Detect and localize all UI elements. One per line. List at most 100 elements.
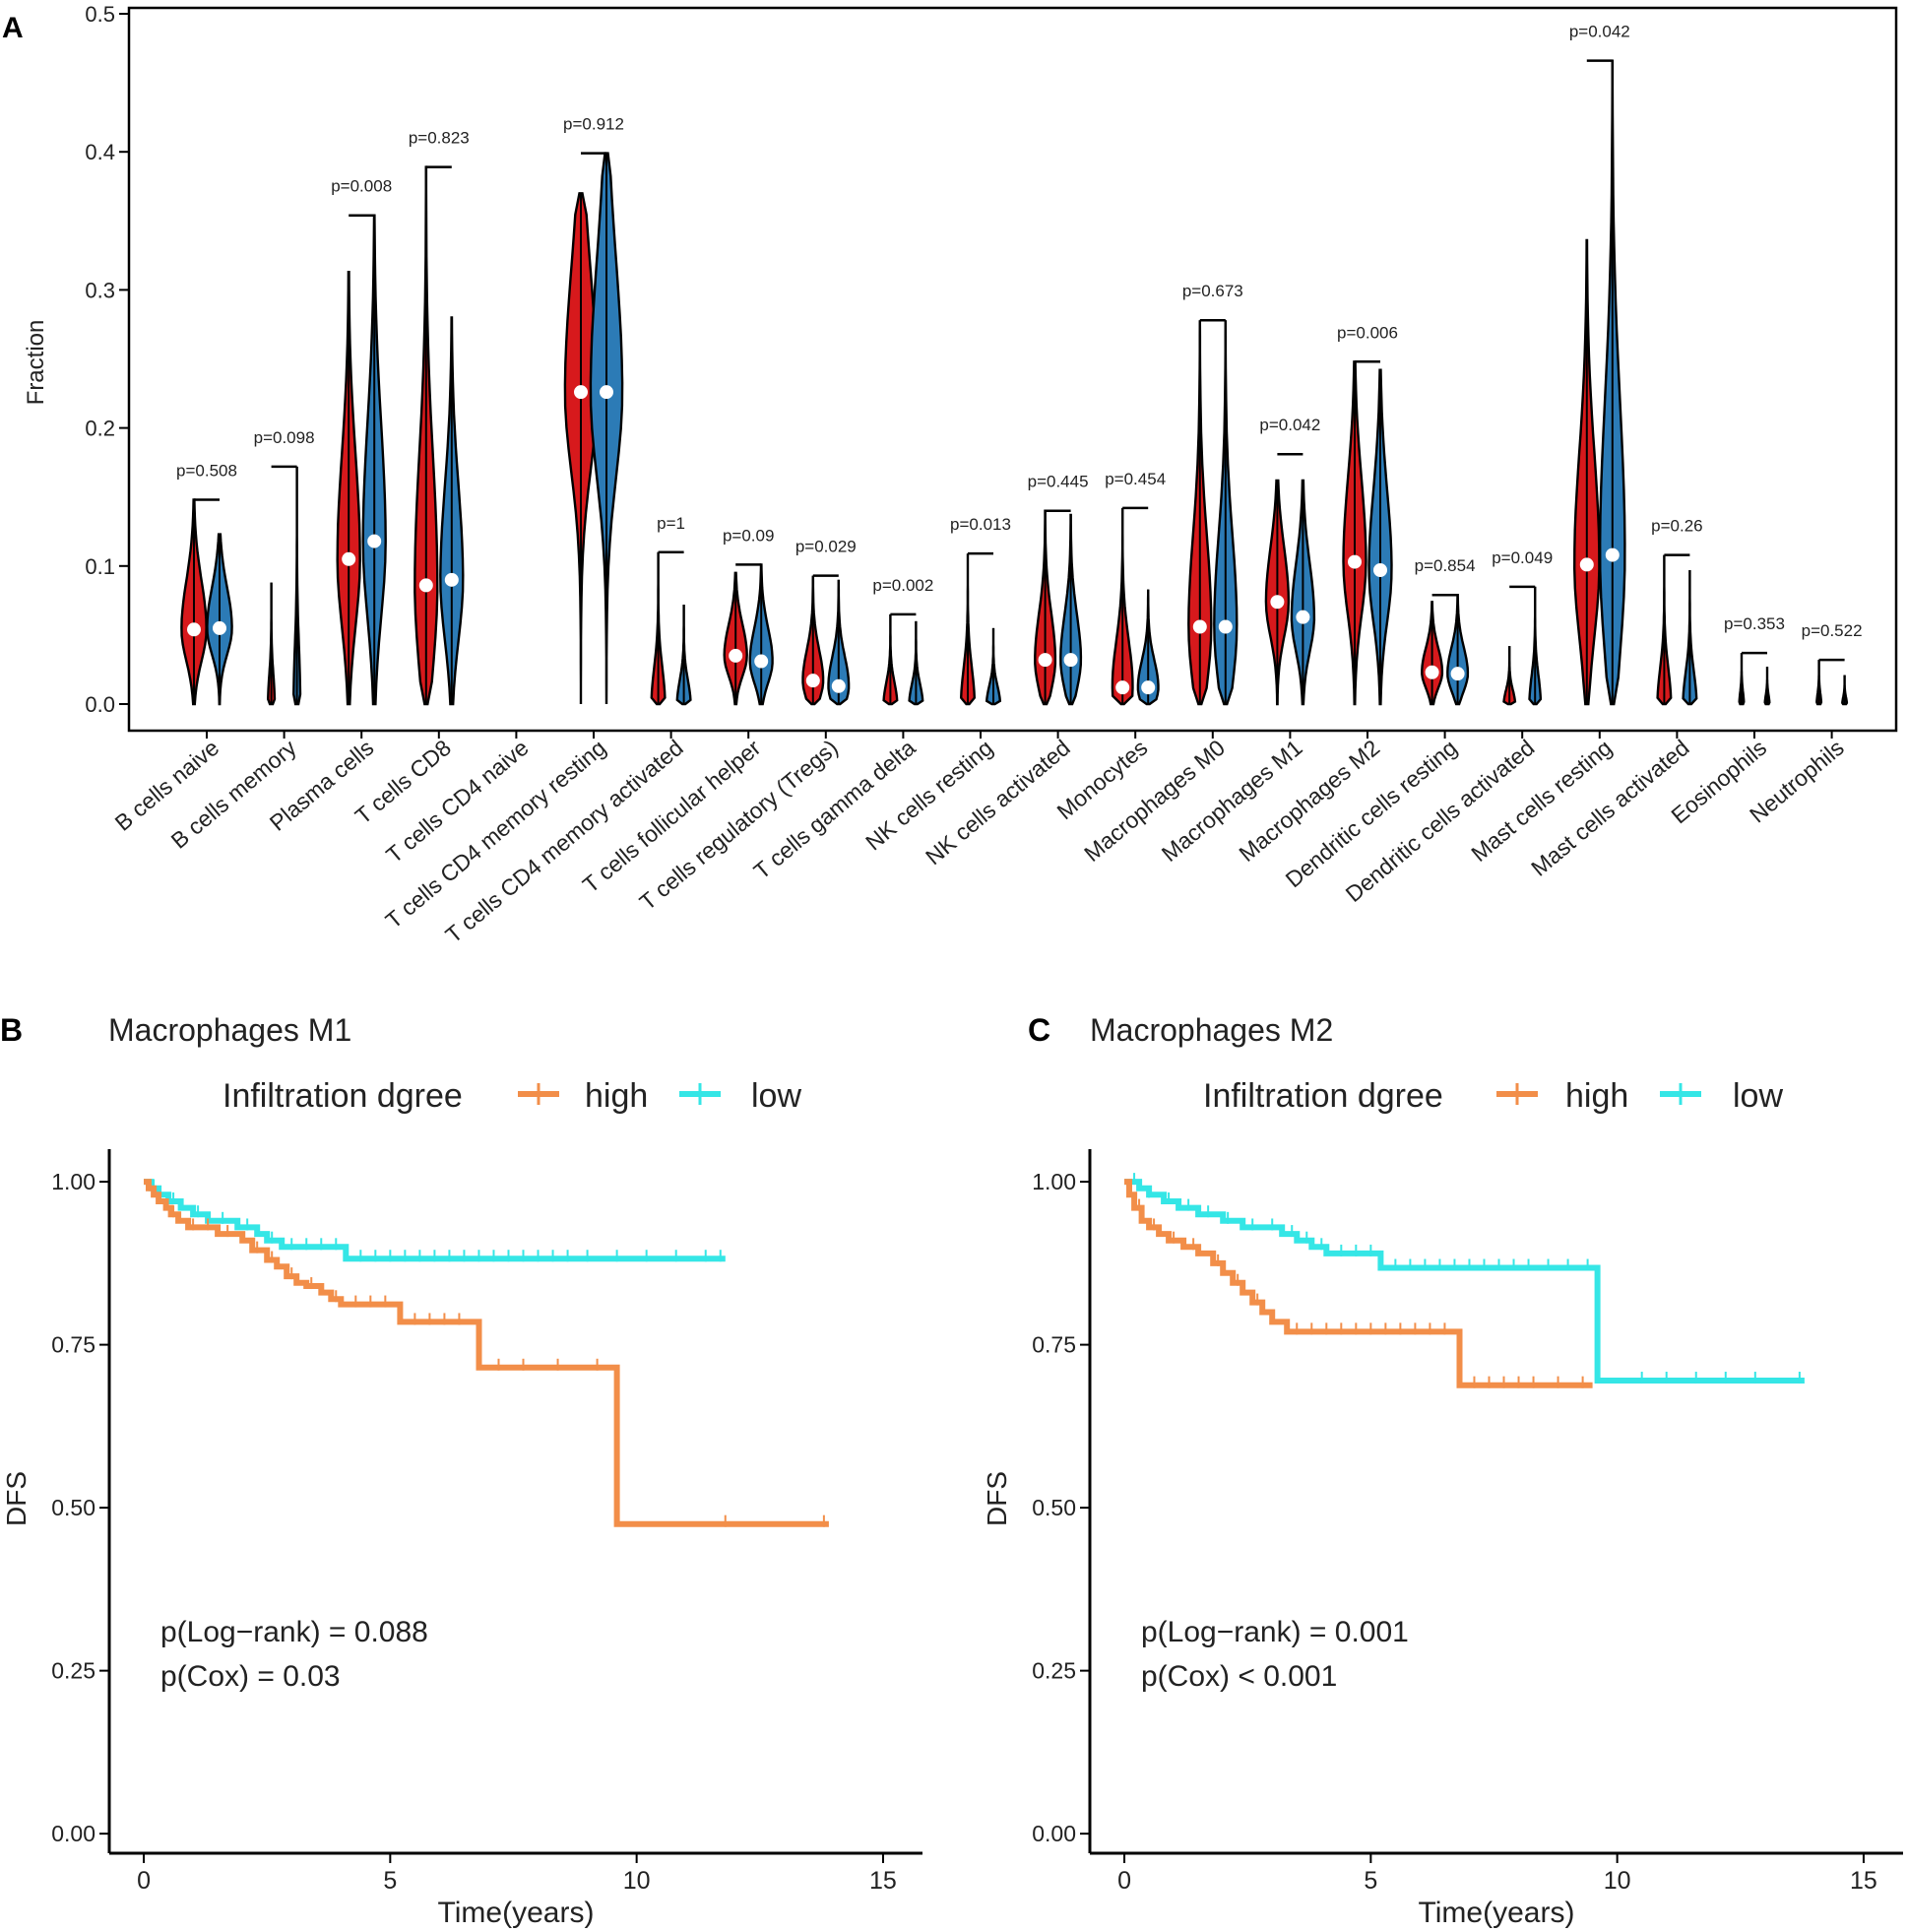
km-ytick-label: 0.50 xyxy=(1032,1495,1076,1520)
km-xtick-label: 15 xyxy=(869,1867,897,1895)
violin-median-point xyxy=(1450,667,1465,681)
violin-median-point xyxy=(1063,653,1078,668)
panel-c-title: Macrophages M2 xyxy=(1090,1012,1333,1048)
violin-group: p=0.522 xyxy=(1802,621,1863,706)
km-ytick-label: 0.25 xyxy=(1032,1658,1076,1684)
pvalue-label: p=0.008 xyxy=(331,177,392,196)
violin-group: p=0.353 xyxy=(1724,614,1785,706)
panel-c-legend-high: high xyxy=(1496,1077,1628,1115)
km-ytick-label: 0.00 xyxy=(51,1821,95,1846)
violin-median-point xyxy=(1605,547,1620,562)
pvalue-label: p=0.445 xyxy=(1028,473,1089,491)
violin-median-point xyxy=(418,578,433,593)
pvalue-label: p=0.098 xyxy=(254,428,315,447)
panel-b-legend-high-label: high xyxy=(585,1077,648,1115)
panel-a-ytick-label: 0.4 xyxy=(85,140,115,164)
km-ytick-label: 0.75 xyxy=(1032,1332,1076,1358)
panel-b-ylabel: DFS xyxy=(1,1471,32,1526)
pvalue-label: p=1 xyxy=(657,514,685,533)
km-ytick-label: 0.75 xyxy=(51,1332,95,1358)
violin-group: p=0.26 xyxy=(1651,517,1703,706)
panel-c-label: C xyxy=(1028,1012,1050,1048)
panel-c-xlabel: Time(years) xyxy=(1419,1897,1575,1929)
violin-group: p=0.049 xyxy=(1492,548,1553,706)
violin-median-point xyxy=(444,572,459,587)
panel-c-pvalue-cox: p(Cox) < 0.001 xyxy=(1141,1660,1337,1693)
km-xtick-label: 0 xyxy=(137,1867,151,1895)
panel-c-ylabel: DFS xyxy=(982,1471,1012,1526)
panel-a-ytick-label: 0.3 xyxy=(85,278,115,302)
panel-a: A Fraction 0.00.10.20.30.40.5 p=0.508p=0… xyxy=(2,2,1898,948)
panel-a-ytick-label: 0.2 xyxy=(85,417,115,441)
panel-a-ylabel: Fraction xyxy=(23,320,49,406)
pvalue-label: p=0.353 xyxy=(1724,614,1785,633)
pvalue-label: p=0.09 xyxy=(723,526,774,545)
km-curve-high xyxy=(1124,1179,1593,1388)
violin-median-point xyxy=(1373,563,1387,578)
violin-median-point xyxy=(831,678,846,693)
violin-median-point xyxy=(1115,680,1130,695)
km-curve-low xyxy=(1124,1179,1805,1384)
km-curve-low xyxy=(144,1179,726,1262)
violin-group: p=0.008 xyxy=(331,177,392,706)
violin-median-point xyxy=(1270,595,1285,610)
violin-group: p=0.002 xyxy=(872,576,933,706)
panel-a-xtick-label: Macrophages M2 xyxy=(1234,735,1384,867)
violin-group: p=0.445 xyxy=(1028,473,1089,706)
panel-a-xtick-label: T cells CD4 naive xyxy=(381,735,533,868)
violin-group: p=0.912 xyxy=(563,115,624,705)
pvalue-label: p=0.042 xyxy=(1569,23,1630,41)
violin-group: p=0.098 xyxy=(254,428,315,706)
panel-b-label: B xyxy=(0,1012,23,1048)
violin-median-point xyxy=(1579,557,1594,572)
panel-b: B Macrophages M1 Infiltration dgree high… xyxy=(0,1012,922,1929)
panel-c-plot: 0.00 0.25 0.50 0.75 1.00 0 5 10 15 xyxy=(1032,1149,1903,1895)
panel-c-legend-low: low xyxy=(1660,1077,1783,1115)
violin-median-point xyxy=(754,654,769,669)
violin-median-point xyxy=(1038,653,1052,668)
panel-a-xtick-label: Macrophages M0 xyxy=(1079,735,1230,867)
pvalue-label: p=0.823 xyxy=(409,129,470,148)
violin-group: p=0.006 xyxy=(1337,323,1398,706)
panel-b-legend-low-label: low xyxy=(751,1077,801,1115)
km-xtick-label: 5 xyxy=(383,1867,397,1895)
violin-group: p=0.854 xyxy=(1415,556,1476,706)
panel-a-violins: p=0.508 p=0.098 p=0.008 p=0.823 p=0.912 p=1 p=… xyxy=(176,23,1863,706)
violin-group: p=0.029 xyxy=(795,538,857,706)
km-curve-high xyxy=(144,1179,829,1527)
violin-median-point xyxy=(342,551,356,566)
pvalue-label: p=0.508 xyxy=(176,462,237,481)
violin-median-point xyxy=(1192,619,1207,634)
violin-median-point xyxy=(213,620,226,635)
violin-median-point xyxy=(574,385,588,400)
violin-median-point xyxy=(367,534,382,548)
violin-group: p=0.013 xyxy=(950,515,1011,706)
violin-median-point xyxy=(805,674,820,688)
panel-b-legend-low: low xyxy=(679,1077,801,1115)
pvalue-label: p=0.042 xyxy=(1259,416,1320,434)
violin-group: p=0.09 xyxy=(723,526,774,706)
pvalue-label: p=0.854 xyxy=(1415,556,1476,575)
panel-a-xtick-label: Macrophages M1 xyxy=(1157,735,1307,867)
violin-group: p=0.823 xyxy=(409,129,470,706)
violin-group: p=0.042 xyxy=(1259,416,1320,706)
violin-group: p=0.673 xyxy=(1182,282,1243,706)
pvalue-label: p=0.029 xyxy=(795,538,857,556)
panel-b-plot: 0.00 0.25 0.50 0.75 1.00 0 5 10 15 xyxy=(51,1149,922,1895)
violin-median-point xyxy=(1296,610,1310,624)
pvalue-label: p=0.454 xyxy=(1105,470,1166,488)
panel-b-legend-high: high xyxy=(518,1077,648,1115)
violin-group: p=0.042 xyxy=(1569,23,1630,706)
violin-group: p=1 xyxy=(650,514,692,706)
violin-group: p=0.454 xyxy=(1105,470,1166,706)
violin-median-point xyxy=(1348,554,1362,569)
km-ytick-label: 0.50 xyxy=(51,1495,95,1520)
panel-c-legend-high-label: high xyxy=(1565,1077,1628,1115)
pvalue-label: p=0.002 xyxy=(872,576,933,595)
km-ytick-label: 1.00 xyxy=(1032,1169,1076,1194)
violin-median-point xyxy=(1141,680,1156,695)
pvalue-label: p=0.26 xyxy=(1651,517,1702,536)
panel-a-ytick-label: 0.0 xyxy=(85,692,115,717)
panel-a-ytick-label: 0.1 xyxy=(85,554,115,579)
